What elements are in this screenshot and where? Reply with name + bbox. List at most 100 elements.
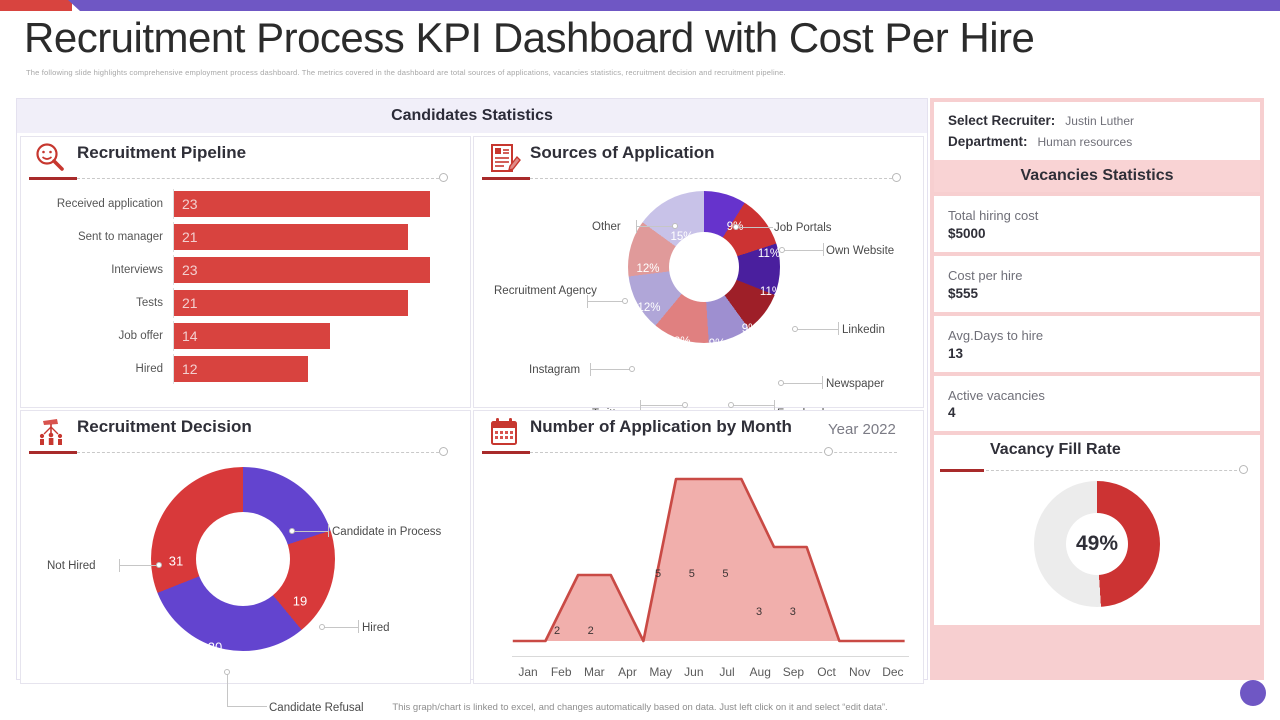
leader-line [227,706,267,707]
monthly-area-line [512,477,905,643]
sources-label-recruitment-agency: Recruitment Agency [494,285,597,297]
page-subtitle: The following slide highlights comprehen… [26,68,786,77]
sources-value-facebook: 9% [708,338,726,350]
leader-tick [838,322,839,335]
monthly-title-knob [824,447,833,456]
monthly-title-rule [482,451,530,454]
leader-dot [728,402,734,408]
month-tick: Dec [882,665,904,679]
pipeline-label: Tests [136,297,163,309]
stat-avg-days-to-hire: Avg.Days to hire 13 [934,315,1260,372]
leader-line [227,673,228,707]
leader-dot [319,624,325,630]
recruiter-row[interactable]: Select Recruiter: Justin Luther [948,110,1246,131]
leader-dot [733,224,739,230]
pipeline-row: Job offer 14 [33,321,458,351]
pipeline-row: Sent to manager 21 [33,222,458,252]
card-sources-of-application: Sources of Application 9% 11% 11% 9% 9% … [473,136,924,420]
top-accent-bar-red [0,0,72,11]
sources-label-other: Other [592,221,621,233]
recruiter-value[interactable]: Justin Luther [1065,114,1135,128]
leader-tick [358,620,359,633]
month-tick: Sep [782,665,805,679]
leader-tick [640,400,641,412]
monthly-point-label-jul: 5 [722,567,729,580]
monthly-point-label-feb: 2 [554,624,561,637]
leader-line [587,301,625,302]
leader-dot [672,223,678,229]
stat-value: 13 [948,345,964,361]
monthly-point-label-may: 5 [655,567,662,580]
leader-dot [629,366,635,372]
pipeline-axis [173,189,174,219]
fill-rate-value: 49% [1075,532,1119,556]
candidate-search-icon [31,141,71,175]
leader-tick [590,363,591,376]
decision-card-header: Recruitment Decision [21,411,470,456]
pipeline-label: Received application [56,198,163,210]
fill-rate-header: Vacancy Fill Rate [934,435,1260,475]
leader-tick [636,220,637,233]
sources-title-rule [482,177,530,180]
leader-line [796,329,838,330]
month-tick: Apr [618,665,637,679]
pipeline-value: 23 [182,262,198,278]
pipeline-axis [173,255,174,285]
pipeline-label: Hired [135,363,163,375]
leader-tick [328,524,329,537]
leader-dot [792,326,798,332]
vacancies-statistics-header: Vacancies Statistics [934,160,1260,192]
decision-title-rule [29,451,77,454]
month-tick: May [649,665,673,679]
decision-value-hired: 19 [292,593,308,609]
leader-line [737,227,773,228]
leader-line [782,383,822,384]
decision-title: Recruitment Decision [77,417,252,436]
sources-value-instagram: 12% [637,302,661,314]
month-tick: Nov [849,665,871,679]
decision-title-dashline [77,452,444,453]
pipeline-bar: 23 [174,191,430,217]
leader-dot [779,247,785,253]
month-tick: Oct [817,665,836,679]
hiring-team-icon [31,415,71,449]
monthly-year: Year 2022 [828,421,896,438]
leader-dot [622,298,628,304]
pipeline-label: Job offer [118,330,163,342]
pipeline-value: 21 [182,229,198,245]
leader-line [293,531,329,532]
monthly-point-label-aug: 3 [756,606,763,619]
fill-rate-dashline [986,470,1242,472]
sources-value-twitter: 12% [667,336,691,348]
stat-value: $5000 [948,225,986,241]
card-recruitment-decision: Recruitment Decision 20 19 30 31 Candida… [20,410,471,714]
charts-grid: Recruitment Pipeline Received applicatio… [17,133,927,714]
sources-title-dashline [530,178,897,179]
calendar-icon [484,415,524,449]
stat-value: $555 [948,285,979,301]
sources-label-newspaper: Newspaper [826,378,885,390]
pipeline-axis [173,354,174,384]
stat-label: Active vacancies [948,387,1045,403]
fill-rate-knob [1239,465,1248,475]
sources-label-linkedin: Linkedin [842,324,885,336]
sources-label-own-website: Own Website [826,245,895,257]
decision-value-not-hired: 31 [168,553,184,569]
department-row[interactable]: Department: Human resources [948,131,1246,152]
monthly-area-svg [512,477,905,643]
pipeline-card-header: Recruitment Pipeline [21,137,470,182]
pipeline-axis [173,288,174,318]
pipeline-row: Interviews 23 [33,255,458,285]
pipeline-bar: 14 [174,323,330,349]
department-value[interactable]: Human resources [1037,135,1133,149]
stat-total-hiring-cost: Total hiring cost $5000 [934,196,1260,252]
sources-title-knob [892,173,901,182]
sources-donut-hole [669,232,739,302]
leader-line [732,405,774,406]
recruiter-label: Select Recruiter: [948,113,1056,128]
pipeline-title: Recruitment Pipeline [77,143,247,162]
pipeline-row: Hired 12 [33,354,458,384]
leader-dot [224,669,230,675]
pipeline-bar: 23 [174,257,430,283]
decision-value-refusal: 30 [207,639,223,655]
